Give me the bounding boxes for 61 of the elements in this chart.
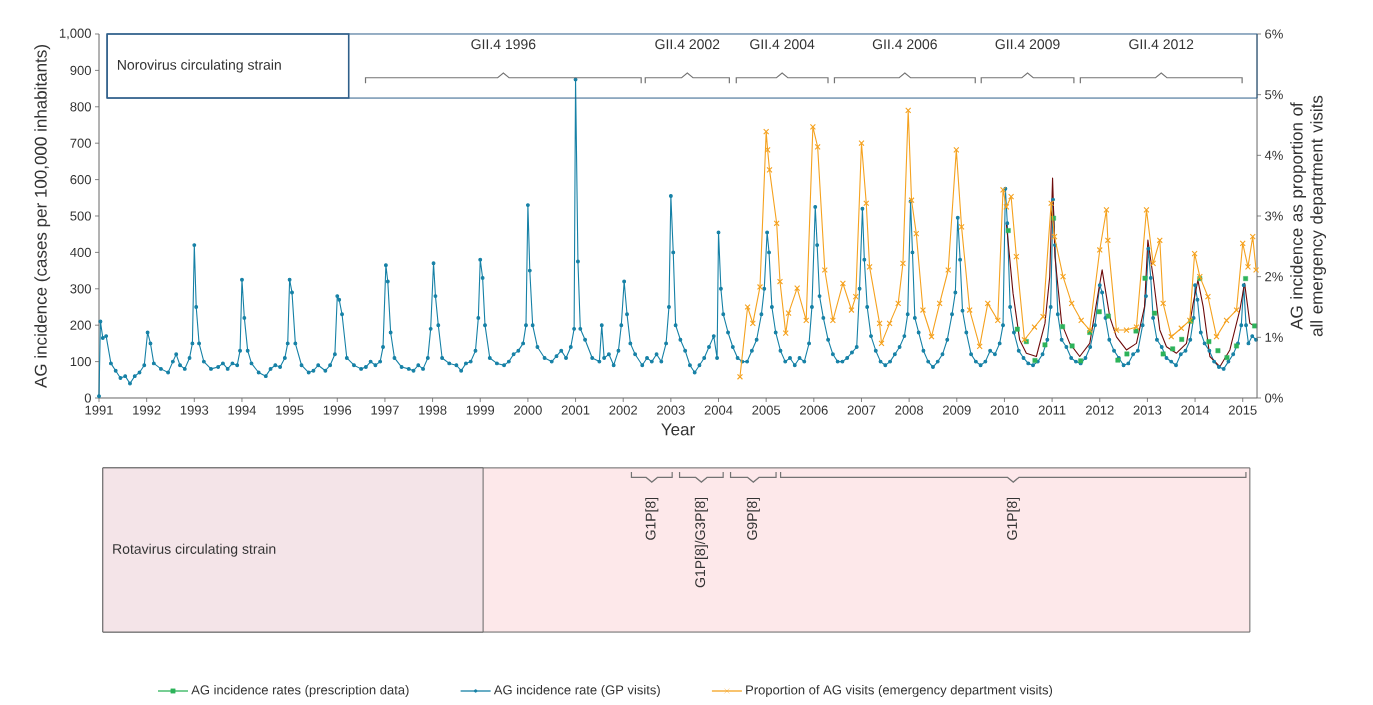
x-tick-label: 1998 (419, 405, 447, 415)
x-axis-title: Year (661, 423, 695, 436)
annotation: GII.4 2004 (750, 39, 815, 50)
y-tick-label: 300 (70, 284, 91, 294)
x-tick-label: 1992 (133, 405, 161, 415)
y2-tick-label: 6% (1265, 29, 1283, 39)
x-tick-label: 1994 (228, 405, 257, 415)
annotation: Norovirus circulating strain (117, 59, 281, 73)
y-tick-label: 1,000 (59, 28, 91, 40)
x-tick-label: 2007 (847, 405, 876, 415)
y2-tick-label: 3% (1265, 211, 1283, 221)
x-tick-label: 2005 (752, 405, 781, 415)
y-tick-label: 200 (70, 320, 91, 330)
annotation: GII.4 2002 (655, 39, 720, 50)
legend-label: Proportion of AG visits (emergency department visits) (746, 684, 1053, 698)
x-tick-label: 2011 (1038, 405, 1066, 415)
x-tick-label: 1991 (85, 405, 113, 415)
legend-label: AG incidence rate (GP visits) (493, 684, 660, 698)
y-tick-label: 400 (70, 247, 91, 257)
y2-tick-label: 4% (1264, 150, 1283, 160)
y-tick-label: 800 (70, 102, 91, 112)
x-tick-label: 1997 (371, 405, 399, 415)
y-tick-label: 500 (70, 211, 91, 221)
y-tick-label: 600 (70, 174, 91, 185)
annotation: GII.4 2006 (872, 39, 937, 50)
x-tick-label: 1995 (276, 405, 304, 415)
x-tick-label: 1999 (466, 405, 495, 415)
x-tick-label: 2009 (942, 405, 971, 415)
x-tick-label: 2006 (800, 405, 828, 415)
y2-tick-label: 2% (1265, 272, 1283, 282)
y2-tick-label: 1% (1265, 332, 1283, 342)
annotation: GII.4 2009 (995, 39, 1060, 50)
annotation: GII.4 2012 (1129, 39, 1194, 50)
x-tick-label: 2008 (895, 405, 924, 415)
text: G1P[8] (1006, 497, 1020, 540)
text: G1P[8] (645, 497, 659, 540)
x-tick-label: 1996 (323, 405, 352, 415)
legend-label: AG incidence rates (prescription data) (191, 684, 409, 698)
x-tick-label: 2004 (704, 405, 733, 415)
y2-tick-label: 0% (1265, 393, 1283, 403)
x-tick-label: 2010 (990, 405, 1019, 415)
x-tick-label: 2001 (561, 405, 590, 415)
text: Rotavirus circulating strain (113, 543, 276, 557)
x-tick-label: 2000 (514, 405, 542, 415)
y2-axis-title: AG incidence as proportion of all emergency department visits (1290, 95, 1327, 337)
y-tick-label: 100 (70, 356, 91, 367)
x-tick-label: 2013 (1133, 405, 1162, 415)
y-tick-label: 700 (70, 138, 91, 148)
x-tick-label: 2015 (1228, 405, 1257, 415)
y2-tick-label: 5% (1265, 90, 1283, 100)
x-tick-label: 2012 (1085, 405, 1114, 415)
y-tick-label: 900 (70, 65, 91, 75)
y-axis-title: AG incidence (cases per 100,000 inhabitants) (34, 45, 51, 388)
x-tick-label: 2014 (1181, 405, 1210, 415)
text: G1P[8]/G3P[8] (694, 497, 708, 588)
annotation: GII.4 1996 (471, 39, 536, 50)
x-tick-label: 2002 (609, 405, 638, 415)
text: G9P[8] (746, 497, 760, 540)
y-tick-label: 0 (84, 393, 91, 403)
x-tick-label: 1993 (180, 405, 209, 415)
x-tick-label: 2003 (657, 405, 685, 415)
